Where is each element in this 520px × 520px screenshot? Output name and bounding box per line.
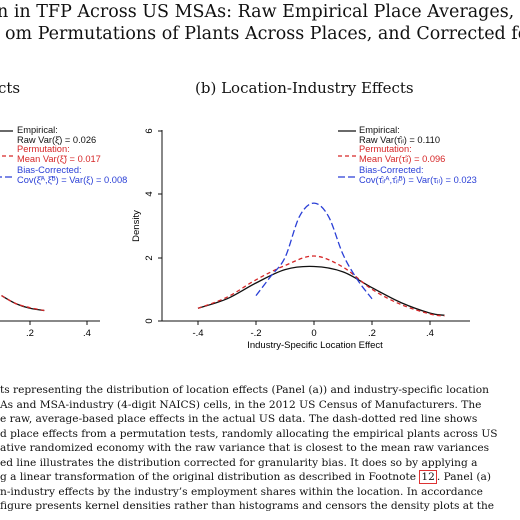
panel-b-legend-empirical-name: Empirical:: [359, 125, 400, 135]
figure-title-line-1: n in TFP Across US MSAs: Raw Empirical P…: [0, 2, 515, 22]
panel-b-x-tick-label: .2: [368, 328, 376, 339]
figure-notes-line-segment: . Panel (a): [436, 471, 491, 483]
panel-a-series-empirical-curve: [1, 295, 45, 312]
panel-a-legend-bias-stat: Cov(ξ̂ᴬ,ξ̂ᴮ) = Var(ξ) = 0.008: [17, 175, 127, 185]
panel-a-series-permutation-curve: [1, 295, 45, 312]
panel-b-label: (b) Location-Industry Effects: [195, 79, 414, 97]
figure-panels: Empirical: Raw Var(ξ̂) = 0.026 Permutati…: [0, 125, 477, 351]
panel-a-plot-area: [1, 295, 45, 312]
panel-b-y-tick-label: 2: [144, 255, 155, 260]
panel-a-x-axis: .2 .4: [0, 320, 100, 339]
panel-a-x-tick-label: .2: [26, 328, 34, 339]
figure-notes-line-segment: g a linear transformation of the origina…: [0, 471, 420, 483]
panel-b-series-bias-corrected-curve: [255, 202, 373, 300]
figure-notes-line: figure presents kernel densities rather …: [0, 500, 495, 512]
panel-b-x-tick-label: -.2: [250, 328, 261, 339]
panel-a-legend: Empirical: Raw Var(ξ̂) = 0.026 Permutati…: [0, 125, 127, 185]
footnote-link[interactable]: 12: [419, 470, 437, 484]
panel-b-y-tick-label: 0: [144, 318, 155, 323]
figure-notes-line: ed line illustrates the distribution cor…: [0, 456, 478, 469]
panel-b-y-axis-label: Density: [131, 210, 142, 242]
figure-notes-line: As and MSA-industry (4-digit NAICS) cell…: [0, 398, 482, 411]
panel-b-legend-bias-name: Bias-Corrected:: [359, 165, 424, 175]
panel-b-legend-bias-stat: Cov(τ̂ᵢₗᴬ,τ̂ᵢₗᴮ) = Var(τᵢₗ) = 0.023: [359, 175, 477, 185]
panel-a-legend-permutation-stat: Mean Var(ξ̃) = 0.017: [17, 154, 101, 164]
figure-notes-line: g a linear transformation of the origina…: [0, 470, 520, 485]
panel-a-legend-empirical-name: Empirical:: [17, 125, 58, 135]
panel-b-y-tick-label: 6: [144, 128, 155, 133]
panel-a-x-tick-label: .4: [83, 328, 91, 339]
panel-b-plot-area: [197, 202, 445, 317]
panel-b-series-empirical-curve: [197, 265, 445, 316]
figure-notes-line: d place effects from a permutation tests…: [0, 427, 498, 440]
panel-b-y-tick-label: 4: [144, 191, 155, 196]
panel-b-x-tick-label: .4: [426, 328, 434, 339]
panel-b-legend-permutation-stat: Mean Var(τ̃ᵢₗ) = 0.096: [359, 154, 445, 164]
panel-b-x-tick-label: 0: [311, 328, 316, 339]
figure-notes-line: ts representing the distribution of loca…: [0, 384, 489, 396]
panel-b-legend-empirical-stat: Raw Var(τ̂ᵢₗ) = 0.110: [359, 135, 440, 145]
panel-a-legend-permutation-name: Permutation:: [17, 144, 70, 154]
panel-b-series-permutation-curve: [197, 255, 445, 317]
figure-notes-line: n-industry effects by the industry’s emp…: [0, 485, 483, 498]
panel-b-legend-permutation-name: Permutation:: [359, 144, 412, 154]
panel-b-y-axis: 0 2 4 6 Density: [131, 128, 163, 324]
panel-b-x-axis-label: Industry-Specific Location Effect: [247, 340, 383, 351]
panel-a-legend-bias-name: Bias-Corrected:: [17, 165, 82, 175]
panel-b-x-axis: -.4 -.2 0 .2 .4 Industry-Specific Locati…: [162, 320, 470, 351]
panel-a-legend-empirical-stat: Raw Var(ξ̂) = 0.026: [17, 135, 96, 145]
panel-b-legend: Empirical: Raw Var(τ̂ᵢₗ) = 0.110 Permuta…: [338, 125, 477, 185]
figure-notes-line: ative randomized economy with the raw va…: [0, 442, 490, 454]
figure-title-line-2: om Permutations of Plants Across Places,…: [5, 24, 520, 44]
figure-notes-line: e raw, average-based place effects in th…: [0, 413, 478, 425]
panel-a-label: cts: [0, 79, 21, 97]
figure-notes: ts representing the distribution of loca…: [0, 383, 520, 514]
panel-b-x-tick-label: -.4: [192, 328, 203, 339]
